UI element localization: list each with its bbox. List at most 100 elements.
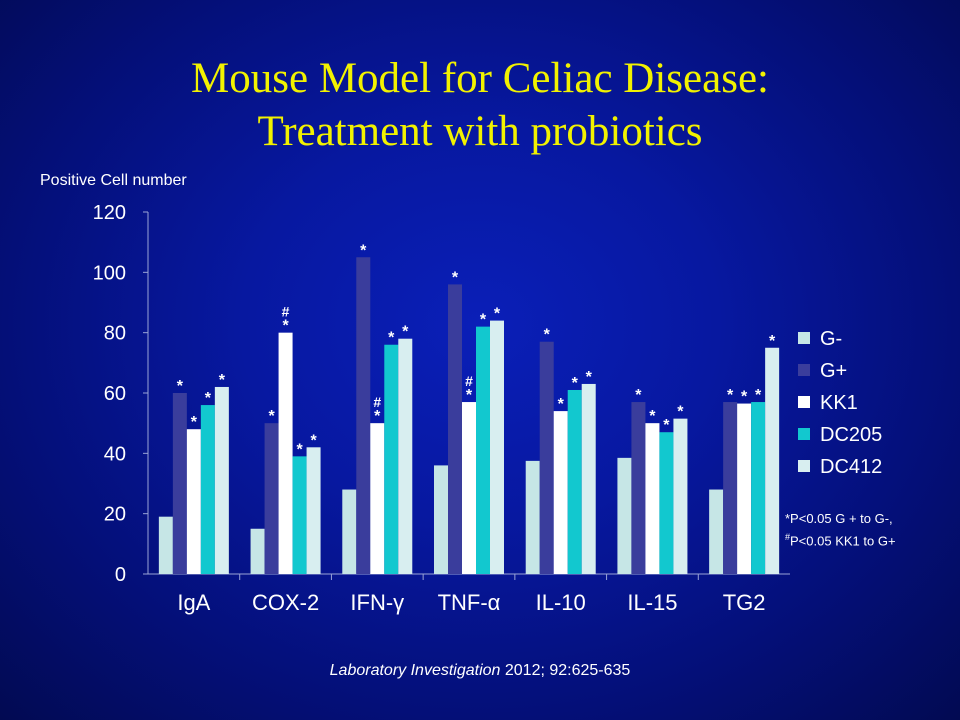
- y-tick-label: 120: [93, 202, 126, 224]
- legend-label: DC205: [820, 424, 882, 446]
- citation-journal: Laboratory Investigation: [329, 662, 501, 679]
- x-tick-label: TNF-α: [438, 590, 501, 615]
- bar-kk1: [462, 402, 476, 574]
- bar-kk1: [645, 423, 660, 574]
- citation-details: 2012; 92:625-635: [500, 662, 631, 679]
- y-axis-label: Positive Cell number: [40, 172, 187, 189]
- bar-g-: [631, 402, 646, 574]
- legend-swatch: [798, 332, 810, 344]
- bar-g-: [723, 402, 738, 574]
- significance-hash: #: [282, 304, 290, 320]
- legend-label: G+: [820, 360, 847, 382]
- significance-asterisk: *: [663, 417, 670, 434]
- slide-title-line1: Mouse Model for Celiac Disease:: [191, 55, 769, 102]
- x-tick-label: IL-10: [536, 590, 586, 615]
- significance-asterisk: *: [191, 414, 198, 431]
- significance-asterisk: *: [755, 387, 762, 404]
- legend-label: DC412: [820, 456, 882, 478]
- significance-asterisk: *: [177, 378, 184, 395]
- significance-asterisk: *: [402, 324, 409, 341]
- bar-kk1: [553, 411, 568, 574]
- bar-dc205: [659, 432, 674, 574]
- y-tick-label: 100: [93, 262, 126, 284]
- x-tick-label: COX-2: [252, 590, 319, 615]
- bar-kk1: [737, 403, 752, 574]
- bar-kk1: [370, 423, 385, 574]
- legend-label: KK1: [820, 392, 858, 414]
- bar-dc412: [673, 418, 688, 574]
- bar-g-: [448, 284, 462, 574]
- x-tick-label: IFN-γ: [350, 590, 404, 615]
- legend-swatch: [798, 364, 810, 376]
- legend-swatch: [798, 460, 810, 472]
- significance-footnote: *P<0.05 G + to G-, #P<0.05 KK1 to G+: [785, 510, 896, 550]
- footnote-line1: *P<0.05 G + to G-,: [785, 511, 893, 526]
- significance-asterisk: *: [296, 441, 303, 458]
- significance-asterisk: *: [494, 306, 501, 323]
- significance-asterisk: *: [466, 387, 473, 404]
- significance-asterisk: *: [727, 387, 734, 404]
- footnote-line2: #P<0.05 KK1 to G+: [785, 528, 896, 550]
- bar-g-: [356, 257, 371, 574]
- bar-dc412: [490, 320, 504, 574]
- legend-label: G-: [820, 328, 842, 350]
- slide-title-line2: Treatment with probiotics: [257, 108, 703, 155]
- bar-dc205: [384, 344, 399, 574]
- bar-dc205: [476, 326, 490, 574]
- footnote-hash-mark: #: [785, 532, 791, 542]
- significance-asterisk: *: [586, 369, 593, 386]
- x-tick-label: TG2: [723, 590, 766, 615]
- bar-dc412: [214, 386, 229, 574]
- bar-g-: [342, 489, 357, 574]
- bar-g-: [158, 516, 173, 574]
- bar-g-: [434, 465, 448, 574]
- x-tick-label: IL-15: [627, 590, 677, 615]
- y-tick-label: 40: [104, 443, 126, 465]
- significance-asterisk: *: [741, 389, 748, 406]
- significance-asterisk: *: [558, 396, 565, 413]
- y-tick-label: 20: [104, 504, 126, 526]
- citation: Laboratory Investigation 2012; 92:625-63…: [0, 662, 960, 680]
- significance-asterisk: *: [572, 375, 579, 392]
- significance-hash: #: [465, 373, 473, 389]
- significance-asterisk: *: [205, 390, 212, 407]
- bar-kk1: [278, 332, 293, 574]
- x-tick-label: IgA: [177, 590, 210, 615]
- bar-g-: [172, 393, 187, 574]
- bar-dc205: [567, 389, 582, 574]
- bar-g-: [539, 341, 554, 574]
- significance-asterisk: *: [310, 432, 317, 449]
- footnote-line2-text: P<0.05 KK1 to G+: [790, 533, 896, 549]
- y-tick-label: 60: [104, 383, 126, 405]
- bar-g-: [525, 460, 540, 574]
- legend-swatch: [798, 396, 810, 408]
- significance-asterisk: *: [219, 372, 226, 389]
- slide-title: Mouse Model for Celiac Disease: Treatmen…: [80, 52, 880, 158]
- bar-dc205: [200, 405, 215, 574]
- bar-dc205: [292, 456, 307, 574]
- legend-swatch: [798, 428, 810, 440]
- significance-asterisk: *: [649, 408, 656, 425]
- significance-asterisk: *: [388, 330, 395, 347]
- y-tick-label: 0: [115, 564, 126, 586]
- bar-g-: [264, 423, 279, 574]
- significance-asterisk: *: [635, 387, 642, 404]
- significance-asterisk: *: [360, 242, 367, 259]
- bar-kk1: [186, 429, 201, 574]
- significance-asterisk: *: [677, 404, 684, 421]
- bar-g-: [250, 528, 265, 574]
- bar-g-: [617, 457, 632, 574]
- significance-asterisk: *: [268, 408, 275, 425]
- significance-asterisk: *: [480, 312, 487, 329]
- bar-dc412: [306, 447, 321, 574]
- significance-asterisk: *: [544, 327, 551, 344]
- bar-dc412: [398, 338, 413, 574]
- significance-hash: #: [373, 394, 381, 410]
- bar-dc205: [751, 402, 766, 574]
- significance-asterisk: *: [282, 318, 289, 335]
- significance-asterisk: *: [452, 269, 459, 286]
- bar-g-: [709, 489, 724, 574]
- y-tick-label: 80: [104, 323, 126, 345]
- significance-asterisk: *: [769, 333, 776, 350]
